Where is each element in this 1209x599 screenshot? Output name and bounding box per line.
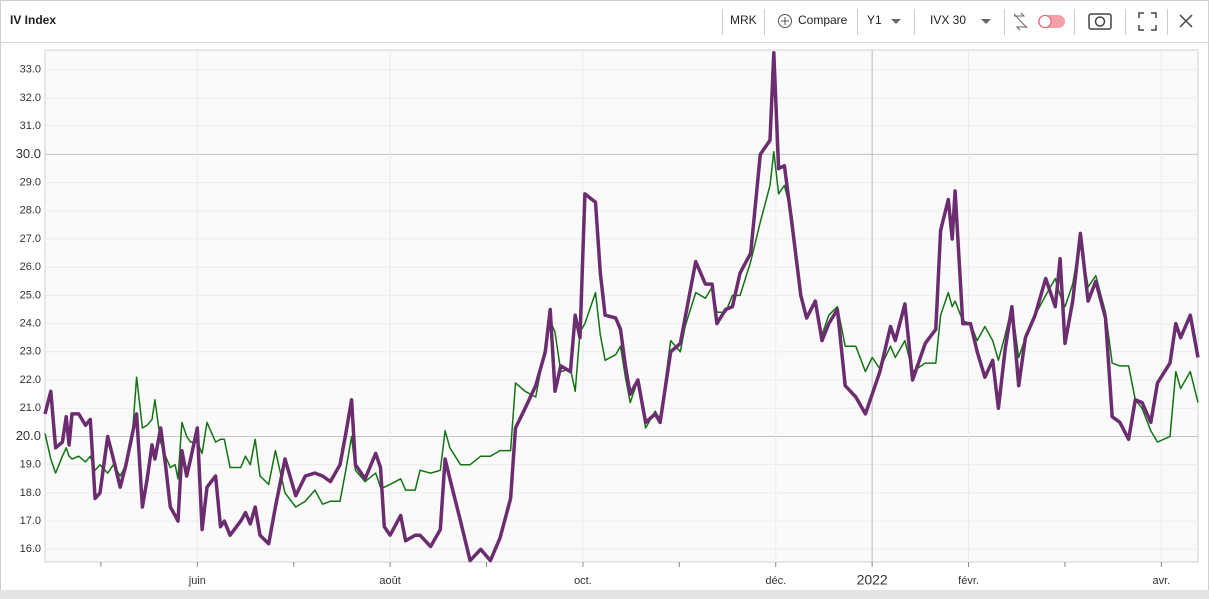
period-select[interactable]: Y1 xyxy=(867,13,882,27)
x-tick-label: déc. xyxy=(765,575,786,587)
x-tick-label: juin xyxy=(188,575,206,587)
close-icon[interactable] xyxy=(1179,14,1193,28)
y-tick-label: 16.0 xyxy=(20,543,41,555)
y-tick-label: 19.0 xyxy=(20,459,41,471)
dropdown-arrow[interactable] xyxy=(891,19,901,24)
y-tick-label: 18.0 xyxy=(20,487,41,499)
y-tick-label: 22.0 xyxy=(20,374,41,386)
y-tick-label: 27.0 xyxy=(20,233,41,245)
plot-area xyxy=(44,49,1199,563)
x-tick-label: 2022 xyxy=(857,572,888,588)
symbol[interactable]: MRK xyxy=(730,13,757,27)
dropdown-arrow[interactable] xyxy=(981,19,991,24)
x-tick-label: oct. xyxy=(574,575,592,587)
y-tick-label: 21.0 xyxy=(20,402,41,414)
y-tick-label: 17.0 xyxy=(20,515,41,527)
compare-button[interactable]: Compare xyxy=(798,13,848,27)
camera-icon[interactable] xyxy=(1088,13,1112,30)
compare-plus xyxy=(781,17,789,25)
y-tick-label: 29.0 xyxy=(20,176,41,188)
title: IV Index xyxy=(10,13,56,27)
y-tick-label: 20.0 xyxy=(16,428,41,443)
y-tick-label: 33.0 xyxy=(20,64,41,76)
x-tick-label: avr. xyxy=(1152,575,1170,587)
scrollbar xyxy=(0,590,1209,599)
series-line xyxy=(43,51,1200,563)
fullscreen-icon[interactable] xyxy=(1138,12,1157,31)
sync-icon[interactable] xyxy=(1013,12,1028,31)
measure-select[interactable]: IVX 30 xyxy=(930,13,966,27)
y-tick-label: 32.0 xyxy=(20,92,41,104)
x-tick-label: févr. xyxy=(958,575,979,587)
y-tick-label: 28.0 xyxy=(20,205,41,217)
y-tick-label: 25.0 xyxy=(20,289,41,301)
compare-icon[interactable] xyxy=(778,14,792,28)
camera-lens xyxy=(1094,16,1106,27)
y-tick-label: 30.0 xyxy=(16,146,41,161)
plot: 16.0 17.0 18.0 19.0 20.0 21.0 22.0 23.0 24.0 25.0… xyxy=(16,50,1200,588)
y-tick-label: 31.0 xyxy=(20,120,41,132)
y-tick-label: 23.0 xyxy=(20,346,41,358)
y-tick-label: 24.0 xyxy=(20,318,41,330)
toggle-knob xyxy=(1038,15,1052,28)
x-tick-label: août xyxy=(379,575,400,587)
y-tick-label: 26.0 xyxy=(20,261,41,273)
